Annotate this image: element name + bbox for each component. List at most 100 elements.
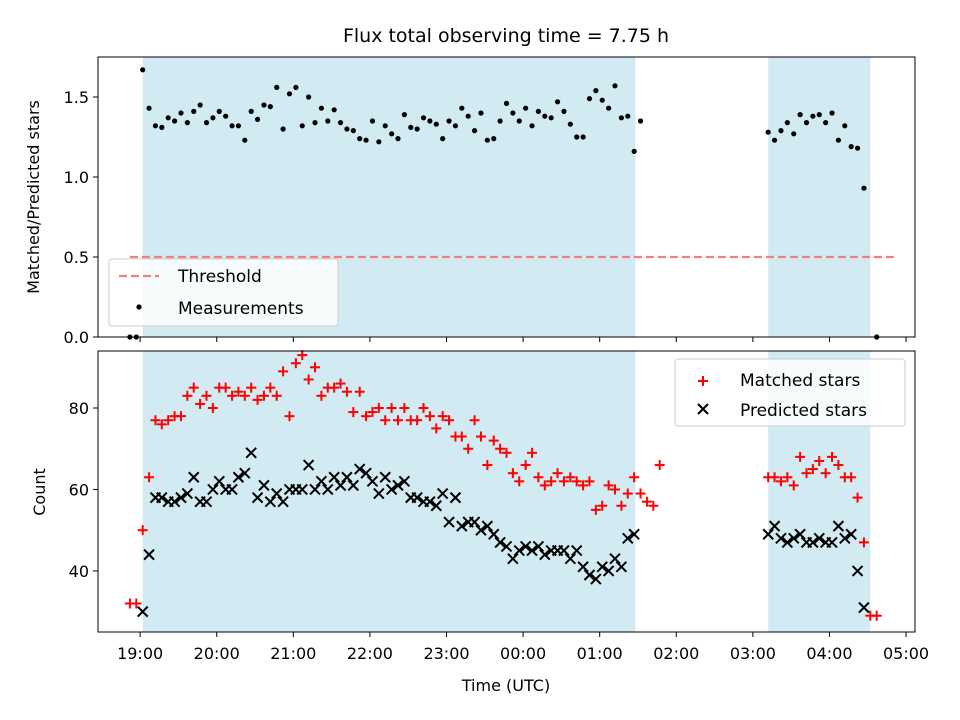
measurement-point — [159, 124, 165, 130]
matched-star-point — [833, 460, 844, 471]
measurement-point — [433, 121, 439, 127]
bottom-axes-frame — [97, 350, 916, 633]
measurement-point — [606, 105, 612, 111]
predicted-star-stroke-b — [245, 447, 257, 459]
matched-star-point — [278, 366, 289, 377]
predicted-star-point — [788, 532, 800, 545]
predicted-star-stroke-b — [143, 548, 155, 561]
predicted-star-point — [175, 491, 187, 504]
predicted-star-point — [430, 500, 442, 512]
predicted-star-point — [858, 601, 870, 614]
matched-star-point — [571, 476, 582, 487]
matched-star-point — [207, 403, 218, 414]
matched-star-point — [795, 451, 806, 462]
x-tick-label: 03:00 — [730, 644, 776, 663]
predicted-star-point — [366, 475, 379, 488]
predicted-star-stroke-b — [768, 520, 781, 532]
matched-star-point — [622, 488, 633, 499]
measurement-point — [465, 113, 471, 119]
matched-stars-points — [124, 350, 882, 621]
predicted-star-stroke-b — [628, 528, 640, 540]
matched-star-point — [635, 488, 646, 499]
matched-star-point — [233, 386, 244, 397]
predicted-star-point — [309, 483, 321, 496]
measurement-point — [574, 134, 580, 140]
matched-star-point — [437, 411, 448, 422]
predicted-star-point — [539, 548, 551, 561]
predicted-star-point — [271, 487, 283, 500]
predicted-star-stroke-b — [826, 536, 838, 549]
predicted-star-point — [500, 540, 513, 553]
measurement-point — [797, 112, 803, 118]
measurement-point — [427, 118, 433, 124]
measurement-point — [784, 120, 790, 126]
matched-star-point — [297, 350, 308, 361]
predicted-star-point — [239, 467, 251, 479]
measurement-point — [593, 88, 599, 94]
predicted-star-point — [385, 483, 398, 496]
predicted-star-stroke-b — [353, 463, 366, 475]
predicted-star-point — [577, 561, 589, 573]
predicted-star-point — [277, 495, 289, 508]
measurement-point — [420, 115, 427, 121]
measurement-point — [471, 128, 478, 134]
measurement-point — [210, 115, 216, 121]
predicted-star-stroke-b — [602, 565, 615, 577]
matched-star-point — [475, 431, 486, 442]
legend-threshold-label: Threshold — [177, 267, 262, 287]
predicted-star-point — [143, 548, 155, 561]
matched-star-point — [144, 472, 155, 483]
legend-measurements-label: Measurements — [178, 299, 304, 319]
predicted-star-point — [181, 487, 194, 500]
predicted-star-point — [807, 536, 819, 549]
chart-title: Flux total observing time = 7.75 h — [343, 25, 669, 47]
matched-star-point — [654, 460, 665, 471]
measurement-point — [491, 136, 497, 142]
predicted-star-stroke-b — [436, 487, 449, 500]
predicted-star-point — [622, 532, 634, 545]
measurement-point — [829, 110, 835, 116]
predicted-star-point — [826, 536, 838, 549]
predicted-star-stroke-b — [488, 528, 500, 540]
measurement-point — [586, 96, 593, 102]
measurement-point — [503, 100, 510, 106]
matched-star-point — [392, 415, 403, 426]
predicted-star-stroke-b — [226, 483, 238, 496]
x-tick-label: 04:00 — [806, 644, 852, 663]
matched-star-point — [444, 415, 455, 426]
predicted-star-stroke-b — [519, 540, 532, 553]
matched-star-point — [265, 382, 276, 393]
predicted-star-stroke-b — [360, 467, 372, 479]
predicted-star-point — [379, 471, 391, 483]
predicted-star-stroke-b — [181, 487, 194, 500]
predicted-star-point — [207, 483, 219, 496]
measurement-point — [414, 126, 420, 132]
predicted-star-stroke-b — [398, 475, 411, 488]
matched-star-point — [156, 419, 167, 430]
measurement-point — [337, 120, 344, 126]
measurement-point — [823, 120, 829, 126]
matched-star-point — [137, 525, 148, 536]
matched-star-point — [495, 443, 506, 454]
measurement-point — [369, 118, 376, 124]
measurement-point — [223, 113, 229, 119]
measurement-point — [554, 99, 561, 105]
predicted-star-point — [373, 487, 385, 500]
matched-star-point — [648, 500, 659, 511]
measurement-point — [535, 108, 542, 114]
predicted-star-point — [200, 495, 213, 508]
measurement-point — [567, 121, 573, 127]
predicted-star-stroke-b — [839, 532, 851, 545]
measurement-point — [637, 118, 644, 124]
matched-star-point — [590, 504, 601, 515]
predicted-star-stroke-b — [207, 483, 219, 496]
top-y-ticks: 0.0 0.5 1.0 1.5 — [64, 88, 98, 347]
predicted-star-stroke-b — [392, 479, 404, 492]
predicted-star-point — [341, 471, 353, 483]
measurement-point — [803, 120, 810, 126]
matched-star-point — [775, 476, 786, 487]
matched-star-point — [469, 415, 480, 426]
x-tick-label: 05:00 — [883, 644, 929, 663]
matched-star-point — [131, 598, 142, 609]
matched-star-point — [303, 374, 314, 385]
